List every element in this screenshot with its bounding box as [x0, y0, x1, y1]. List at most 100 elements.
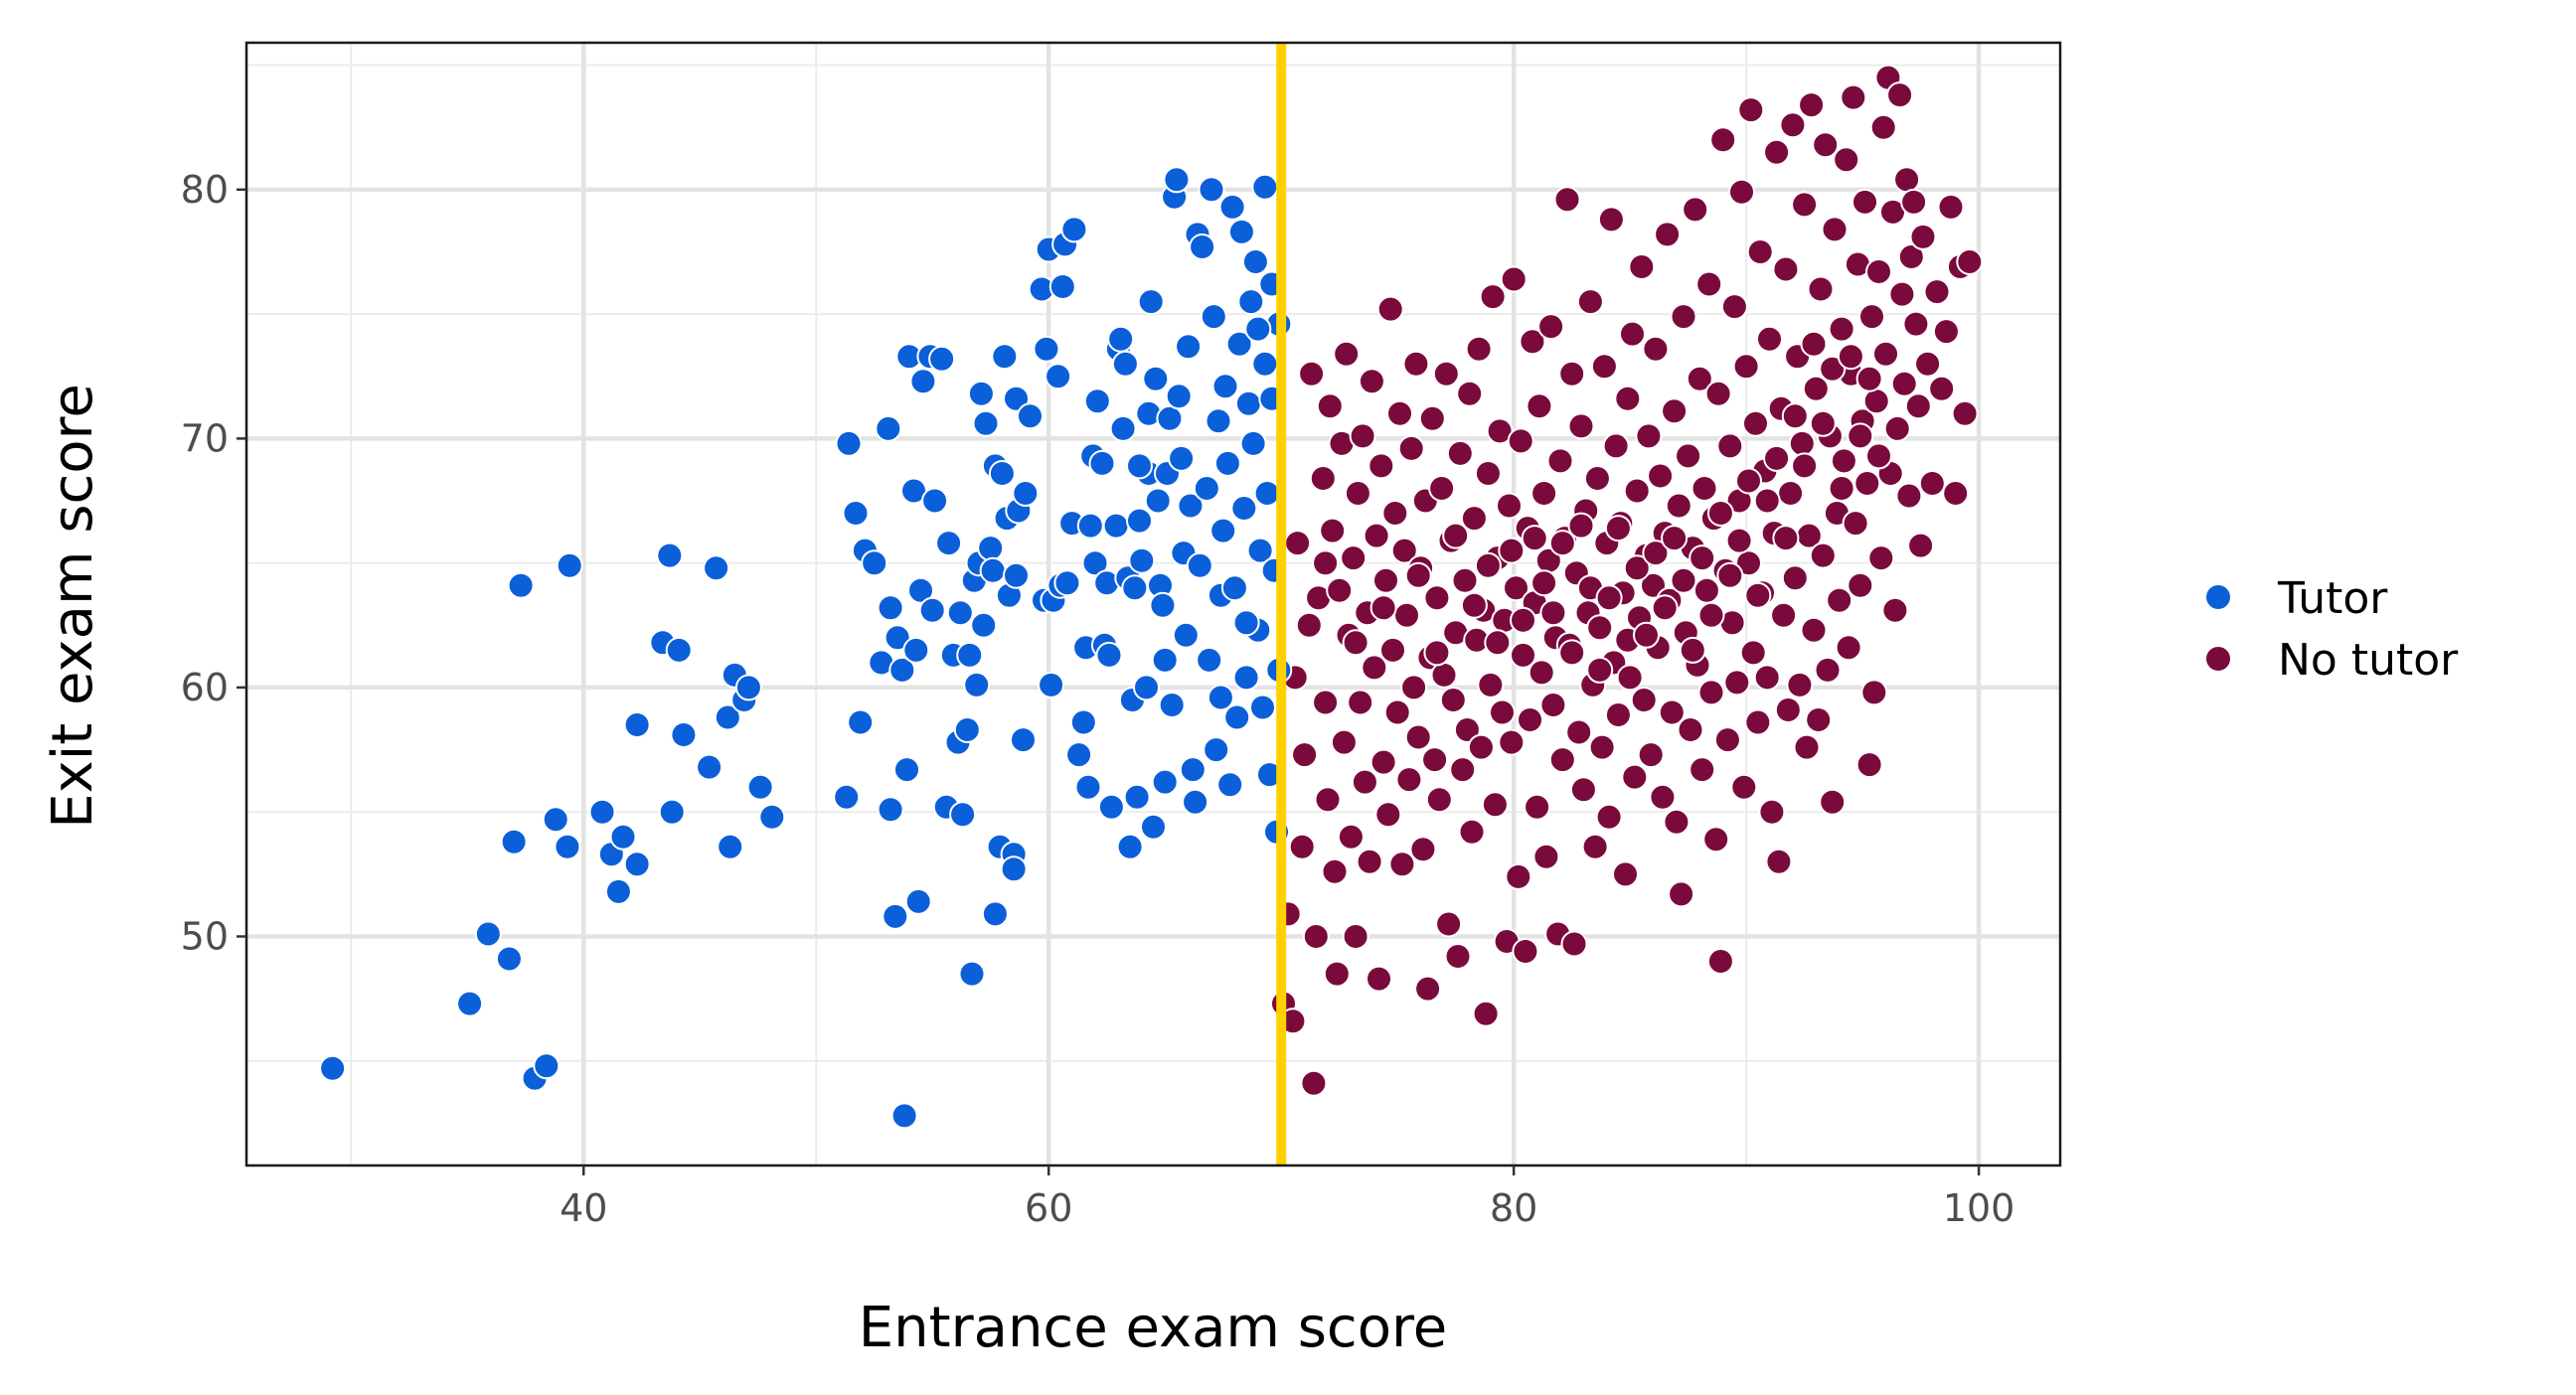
data-point	[1837, 343, 1864, 371]
data-point	[609, 823, 637, 851]
data-point	[1249, 694, 1276, 721]
data-point	[1251, 350, 1279, 378]
data-point	[861, 549, 888, 577]
data-point	[1569, 776, 1597, 804]
data-point	[1524, 793, 1551, 821]
data-point	[1133, 674, 1160, 701]
panel-border	[244, 41, 2062, 1167]
data-point	[665, 636, 693, 664]
data-point	[1897, 243, 1925, 270]
data-point	[1312, 689, 1340, 716]
data-point	[474, 920, 502, 948]
data-point	[1220, 574, 1248, 602]
data-point	[1558, 360, 1586, 388]
data-point	[1840, 83, 1867, 111]
data-point	[1546, 447, 1574, 475]
data-point	[1326, 576, 1354, 604]
x-tick-label: 40	[560, 1186, 607, 1230]
data-point	[1484, 629, 1512, 657]
data-point	[1558, 639, 1586, 667]
data-point	[1637, 741, 1665, 769]
legend-label: Tutor	[2277, 573, 2388, 624]
data-point	[1706, 948, 1734, 975]
data-point	[1102, 512, 1130, 540]
data-point	[1567, 512, 1595, 540]
data-point	[1439, 687, 1467, 713]
data-point	[1904, 392, 1932, 420]
data-point	[1095, 641, 1123, 669]
data-point	[1179, 756, 1207, 784]
data-point	[1744, 581, 1772, 609]
data-point	[1474, 460, 1502, 487]
data-point	[1774, 697, 1802, 723]
data-point	[981, 900, 1009, 928]
data-point	[1379, 636, 1406, 664]
data-point	[1498, 537, 1526, 564]
data-point	[1107, 325, 1135, 353]
data-point	[1942, 480, 1970, 507]
data-point	[500, 828, 528, 855]
data-point	[1560, 930, 1588, 958]
data-point	[1756, 325, 1783, 353]
data-point	[1295, 611, 1323, 639]
data-point	[1121, 574, 1149, 602]
data-point	[1928, 375, 1956, 402]
y-axis: 50 60 70 80	[181, 168, 246, 958]
data-point	[1888, 280, 1916, 308]
data-point	[1404, 723, 1432, 751]
data-point	[902, 636, 930, 664]
data-point	[1232, 664, 1260, 692]
data-point	[1858, 303, 1885, 331]
data-point	[1956, 248, 1984, 275]
data-point	[717, 833, 744, 860]
data-point	[1616, 664, 1644, 692]
data-points	[319, 64, 1984, 1130]
data-point	[1530, 569, 1558, 597]
data-point	[1604, 701, 1632, 728]
data-point	[1207, 684, 1234, 711]
data-point	[1812, 131, 1840, 159]
data-point	[1284, 530, 1312, 557]
data-point	[1865, 258, 1892, 285]
data-point	[1779, 111, 1807, 139]
data-point	[1239, 429, 1267, 457]
data-point	[1414, 975, 1442, 1003]
data-point	[1883, 414, 1911, 442]
data-point	[1665, 492, 1692, 520]
data-point	[1682, 196, 1709, 224]
data-point	[1189, 233, 1216, 260]
data-point	[1720, 293, 1748, 321]
data-point	[1567, 412, 1595, 440]
data-point	[1670, 566, 1697, 594]
data-point	[1692, 576, 1720, 604]
data-point	[1342, 923, 1369, 950]
data-point	[907, 576, 934, 604]
data-point	[1791, 452, 1819, 480]
data-point	[1893, 166, 1921, 194]
data-point	[1291, 741, 1319, 769]
data-point	[1172, 621, 1200, 649]
data-point	[1746, 238, 1774, 265]
data-point	[1532, 843, 1560, 870]
data-point	[1753, 664, 1781, 692]
data-point	[1697, 601, 1725, 629]
data-point	[1253, 480, 1281, 507]
data-point	[1225, 330, 1253, 358]
data-point	[1539, 599, 1567, 627]
data-point	[1900, 188, 1928, 216]
data-point	[1140, 813, 1167, 841]
data-point	[1340, 544, 1368, 572]
data-point	[958, 960, 986, 988]
data-point	[988, 460, 1016, 487]
data-point	[495, 945, 523, 973]
data-point	[1241, 248, 1269, 275]
data-point	[1489, 698, 1516, 726]
data-point	[963, 671, 991, 698]
data-point	[1404, 561, 1432, 589]
plot-area	[244, 41, 2062, 1167]
data-point	[847, 708, 875, 736]
data-point	[1730, 773, 1758, 801]
data-point	[904, 887, 932, 915]
data-point	[1366, 965, 1392, 993]
